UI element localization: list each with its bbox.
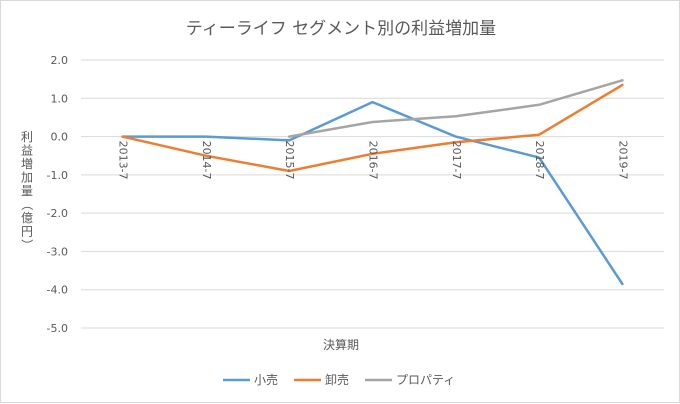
x-axis-label: 決算期: [323, 337, 359, 352]
x-tick-label: 2014-7: [200, 141, 213, 180]
legend-label: プロパティ: [396, 373, 455, 387]
y-tick-label: -2.0: [47, 207, 68, 220]
legend-label: 小売: [254, 372, 278, 387]
x-tick-label: 2013-7: [117, 141, 130, 180]
chart-title: ティーライフ セグメント別の利益増加量: [186, 19, 496, 39]
series-lines: [121, 79, 624, 286]
y-label-glyph: 円: [21, 225, 33, 239]
y-label-glyph: 益: [21, 144, 33, 158]
y-tick-label: 2.0: [51, 54, 69, 67]
x-tick-label: 2018-7: [533, 141, 546, 180]
x-axis-ticks: 2013-7 2014-7 2015-7 2016-7 2017-7 2018-7 2019…: [117, 141, 630, 180]
y-label-glyph: 加: [21, 171, 33, 185]
y-tick-label: -1.0: [47, 169, 68, 182]
legend-label: 卸売: [325, 372, 349, 387]
y-tick-label: -4.0: [47, 284, 68, 297]
x-tick-label: 2015-7: [283, 141, 296, 180]
y-tick-label: -5.0: [47, 322, 68, 335]
y-label-glyph: （: [20, 198, 34, 210]
x-tick-label: 2017-7: [450, 141, 463, 180]
x-tick-label: 2016-7: [367, 141, 380, 180]
y-label-glyph: 量: [21, 184, 33, 198]
y-axis-label: 利益増加量（億円）: [20, 130, 34, 251]
legend: 小売 卸売 プロパティ: [223, 372, 455, 387]
y-label-glyph: ）: [20, 239, 34, 251]
y-tick-label: 1.0: [51, 92, 69, 105]
y-label-glyph: 増: [21, 157, 33, 171]
y-label-glyph: 億: [21, 211, 33, 225]
y-axis-ticks: 2.0 1.0 0.0 -1.0 -2.0 -3.0 -4.0 -5.0: [47, 54, 68, 335]
series-line: [287, 79, 624, 138]
x-tick-label: 2019-7: [616, 141, 629, 180]
gridlines: [81, 59, 664, 329]
series-line: [121, 100, 624, 286]
y-tick-label: 0.0: [51, 131, 69, 144]
y-label-glyph: 利: [21, 130, 33, 144]
y-tick-label: -3.0: [47, 245, 68, 258]
series-line: [121, 83, 624, 173]
